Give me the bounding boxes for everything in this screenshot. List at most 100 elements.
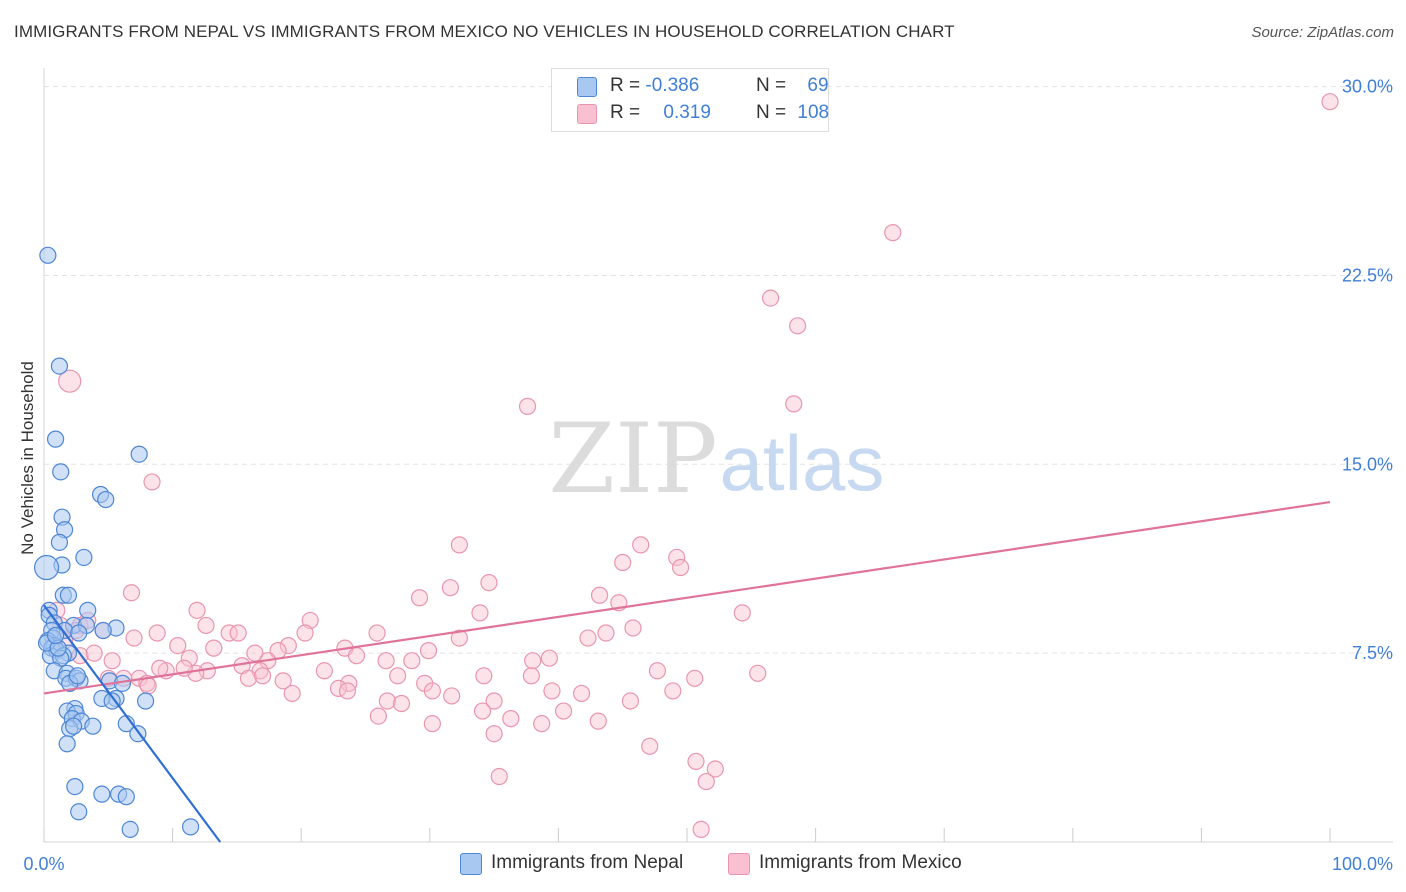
legend-mexico-swatch [728, 853, 750, 875]
x-ticks [43, 828, 1331, 842]
nepal-point [117, 788, 135, 806]
watermark-zip: ZIP [548, 403, 717, 515]
mexico-r-value: 0.319 [663, 102, 711, 123]
mexico-point [377, 652, 395, 670]
mexico-point [378, 692, 396, 710]
nepal-point [70, 624, 88, 642]
mexico-point [180, 649, 198, 667]
mexico-trend-line [43, 500, 1331, 695]
mexico-point [220, 624, 238, 642]
nepal-point [50, 357, 69, 375]
mexico-point [169, 636, 187, 655]
mexico-point [254, 667, 272, 685]
nepal-point [33, 554, 60, 581]
nepal-point [64, 717, 83, 735]
mexico-point [692, 820, 710, 839]
y-tick-label: 30.0% [1342, 77, 1393, 97]
mexico-point [315, 662, 333, 680]
mexico-point [485, 692, 503, 710]
grid-lines [44, 86, 1393, 654]
nepal-point [75, 548, 93, 567]
nepal-point [93, 785, 111, 803]
mexico-point [632, 536, 650, 554]
source-label: Source: ZipAtlas.com [1251, 24, 1394, 41]
nepal-swatch [577, 77, 597, 97]
mexico-point [648, 662, 667, 680]
mexico-point [283, 684, 301, 703]
mexico-point [475, 667, 493, 685]
watermark: ZIP atlas [548, 403, 884, 515]
mexico-point [473, 702, 492, 720]
mexico-point [296, 624, 314, 642]
mexico-point [369, 707, 387, 725]
nepal-point [46, 626, 65, 645]
mexico-swatch [577, 104, 597, 124]
mexico-n-value: 108 [797, 102, 830, 123]
nepal-point [97, 490, 115, 509]
y-tick-label: 7.5% [1352, 643, 1393, 663]
legend-nepal-swatch [460, 853, 482, 875]
x-tick-labels: 0.0% 100.0% [23, 854, 1393, 874]
mexico-point [423, 715, 441, 733]
mexico-point [502, 710, 520, 728]
mexico-point [151, 659, 169, 677]
mexico-point [229, 624, 247, 642]
chart-title: IMMIGRANTS FROM NEPAL VS IMMIGRANTS FROM… [14, 22, 955, 41]
mexico-point [543, 682, 561, 700]
mexico-point [239, 669, 258, 687]
mexico-point [518, 397, 537, 415]
mexico-point [664, 682, 682, 700]
mexico-point [540, 649, 558, 667]
mexico-point [58, 369, 82, 393]
mexico-point [621, 692, 640, 710]
y-tick-label: 22.5% [1342, 265, 1393, 285]
mexico-point [624, 619, 642, 637]
nepal-trend-line [43, 604, 222, 843]
nepal-point [94, 621, 112, 640]
mexico-point [419, 642, 438, 660]
mexico-point [533, 715, 551, 733]
mexico-point [103, 652, 121, 670]
axes [43, 68, 1393, 843]
mexico-n-label: N = [756, 102, 787, 123]
mexico-point [392, 694, 411, 713]
mexico-point [480, 574, 498, 592]
mexico-point [761, 289, 780, 307]
mexico-points [48, 93, 1339, 839]
mexico-point [554, 702, 573, 720]
nepal-point [130, 445, 148, 463]
nepal-point [58, 735, 76, 753]
mexico-point [589, 712, 607, 730]
nepal-r-value: -0.386 [645, 75, 700, 96]
mexico-point [686, 669, 704, 687]
legend-nepal-label: Immigrants from Nepal [491, 852, 684, 873]
mexico-point [441, 579, 459, 597]
mexico-point [668, 548, 686, 567]
nepal-point [136, 692, 155, 710]
mexico-point [423, 682, 441, 700]
nepal-point [52, 463, 70, 481]
nepal-point [70, 803, 88, 821]
mexico-point [122, 584, 141, 602]
mexico-point [148, 624, 166, 642]
mexico-point [143, 473, 161, 491]
mexico-point [706, 760, 724, 778]
mexico-point [85, 644, 103, 662]
nepal-point [103, 692, 121, 710]
nepal-point [46, 430, 65, 448]
mexico-point [749, 664, 767, 682]
legend-mexico-label: Immigrants from Mexico [759, 852, 962, 873]
mexico-point [597, 624, 615, 642]
mexico-point [524, 652, 542, 670]
nepal-r-label: R = [610, 75, 641, 96]
mexico-point [443, 687, 461, 705]
mexico-point [733, 604, 751, 622]
mexico-point [485, 725, 503, 743]
mexico-point [450, 536, 468, 554]
mexico-point [788, 317, 807, 335]
mexico-point [641, 737, 659, 755]
mexico-point [697, 772, 715, 791]
watermark-atlas: atlas [720, 419, 885, 507]
mexico-point [410, 589, 429, 607]
